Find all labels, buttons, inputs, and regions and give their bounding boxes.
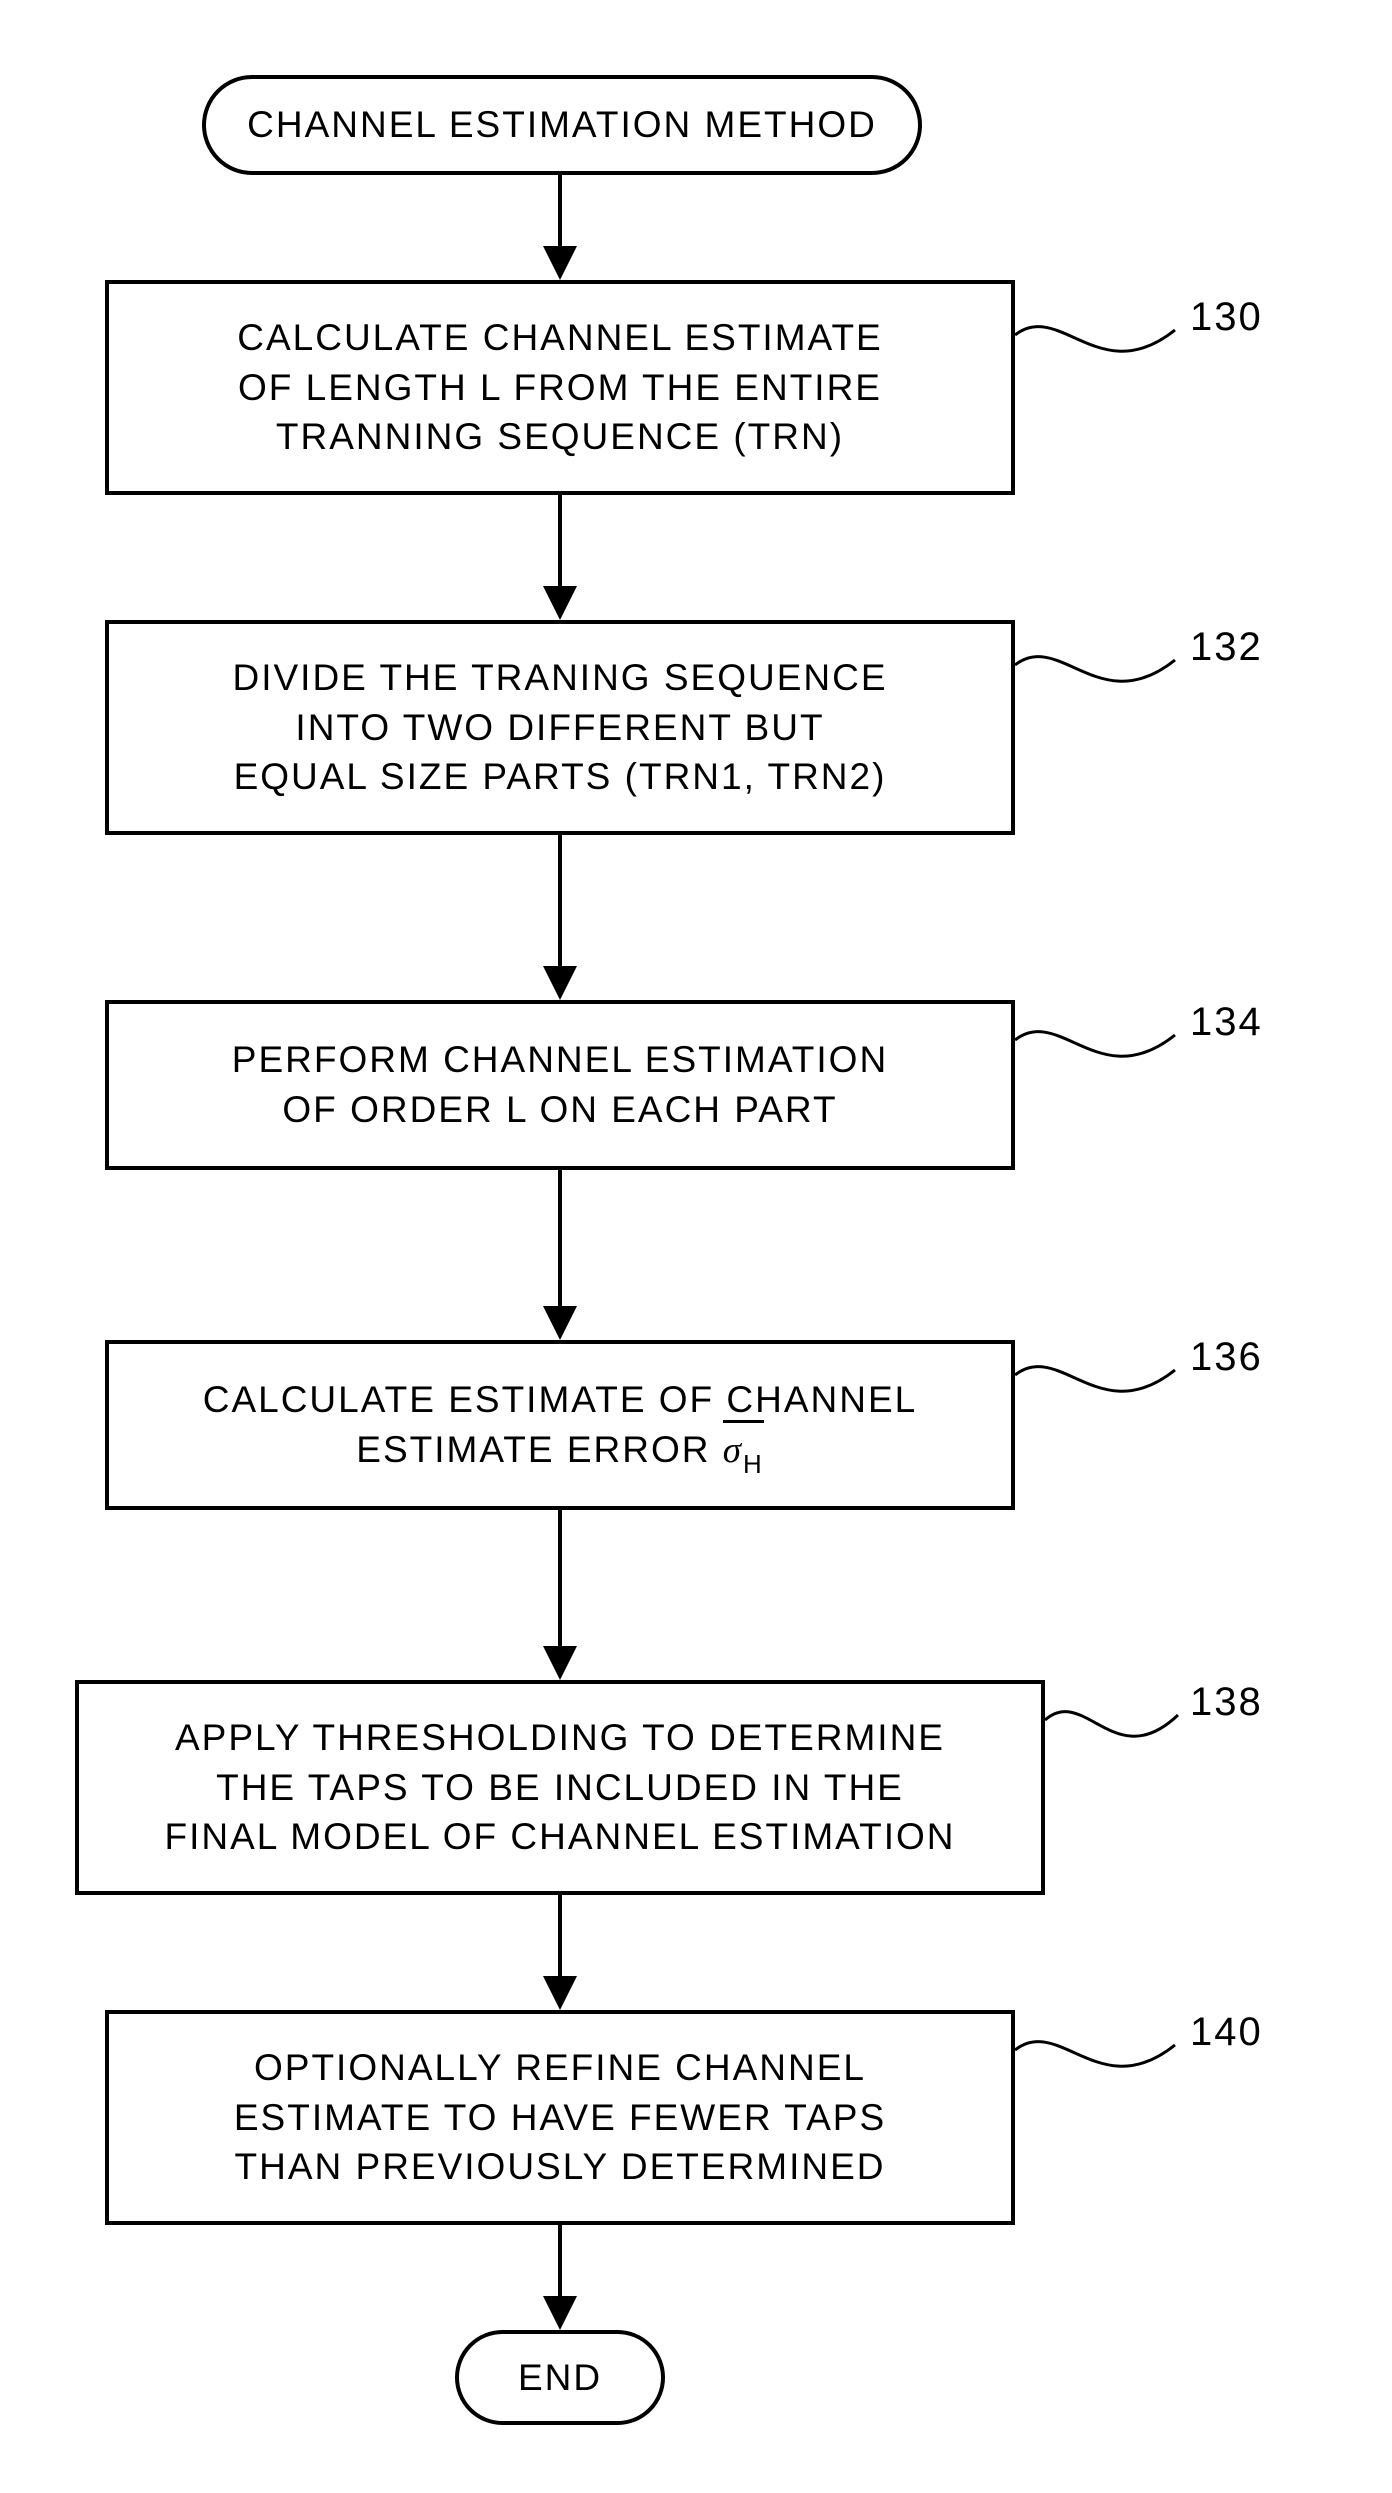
terminator-start: CHANNEL ESTIMATION METHOD bbox=[202, 75, 922, 175]
sigma-h-symbol: σH bbox=[723, 1426, 764, 1476]
terminator-end: END bbox=[455, 2330, 665, 2425]
ref-label-136: 136 bbox=[1190, 1335, 1263, 1380]
process-140: OPTIONALLY REFINE CHANNEL ESTIMATE TO HA… bbox=[105, 2010, 1015, 2225]
process-132: DIVIDE THE TRANING SEQUENCE INTO TWO DIF… bbox=[105, 620, 1015, 835]
ref-label-130: 130 bbox=[1190, 295, 1263, 340]
process-138: APPLY THRESHOLDING TO DETERMINE THE TAPS… bbox=[75, 1680, 1045, 1895]
process-132-label: DIVIDE THE TRANING SEQUENCE INTO TWO DIF… bbox=[232, 653, 887, 803]
process-140-label: OPTIONALLY REFINE CHANNEL ESTIMATE TO HA… bbox=[234, 2043, 886, 2193]
process-130: CALCULATE CHANNEL ESTIMATE OF LENGTH L F… bbox=[105, 280, 1015, 495]
terminator-end-label: END bbox=[518, 2357, 602, 2399]
ref-label-132: 132 bbox=[1190, 625, 1263, 670]
process-136: CALCULATE ESTIMATE OF CHANNEL ESTIMATE E… bbox=[105, 1340, 1015, 1510]
ref-label-138: 138 bbox=[1190, 1680, 1263, 1725]
process-136-label: CALCULATE ESTIMATE OF CHANNEL ESTIMATE E… bbox=[203, 1375, 918, 1476]
terminator-start-label: CHANNEL ESTIMATION METHOD bbox=[247, 104, 877, 146]
process-134: PERFORM CHANNEL ESTIMATION OF ORDER L ON… bbox=[105, 1000, 1015, 1170]
process-138-label: APPLY THRESHOLDING TO DETERMINE THE TAPS… bbox=[164, 1713, 955, 1863]
process-134-label: PERFORM CHANNEL ESTIMATION OF ORDER L ON… bbox=[232, 1035, 888, 1135]
ref-label-134: 134 bbox=[1190, 1000, 1263, 1045]
flowchart-canvas: CHANNEL ESTIMATION METHOD CALCULATE CHAN… bbox=[0, 0, 1392, 2493]
process-130-label: CALCULATE CHANNEL ESTIMATE OF LENGTH L F… bbox=[237, 313, 882, 463]
ref-label-140: 140 bbox=[1190, 2010, 1263, 2055]
